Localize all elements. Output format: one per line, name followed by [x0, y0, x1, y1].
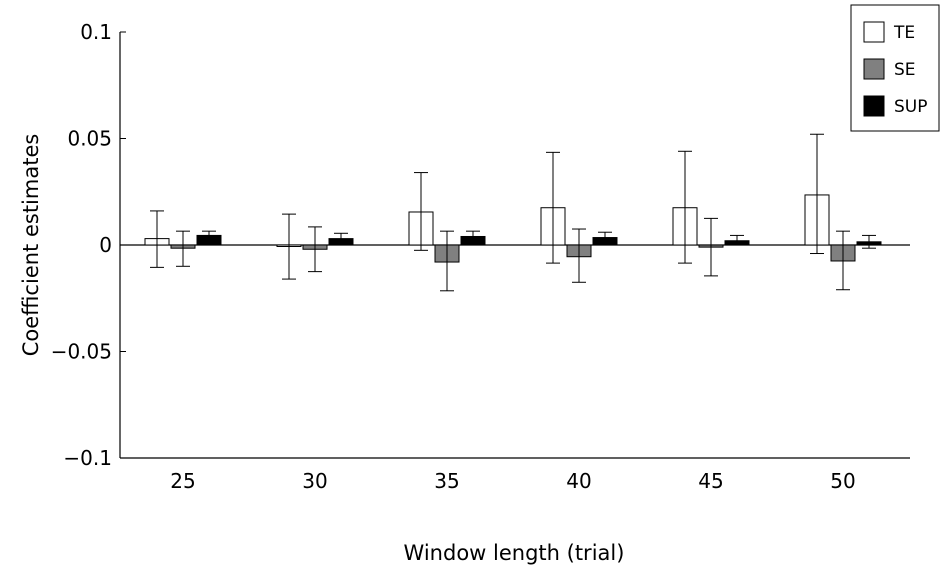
x-tick-label: 25 [170, 469, 195, 493]
y-tick-label: −0.05 [51, 340, 112, 364]
legend-swatch-te [863, 21, 885, 43]
x-tick-label: 35 [434, 469, 459, 493]
legend-label-sup: SUP [894, 97, 928, 117]
y-axis-label: Coefficient estimates [19, 134, 43, 357]
legend-label-se: SE [894, 60, 916, 80]
y-tick-label: 0.05 [67, 127, 112, 151]
x-axis-label: Window length (trial) [404, 541, 625, 565]
legend-swatch-se [863, 58, 885, 80]
x-tick-label: 45 [698, 469, 723, 493]
x-tick-label: 40 [566, 469, 591, 493]
tick-labels: 0.1 0.05 0 −0.05 −0.1 25 30 35 40 45 50 [51, 20, 856, 493]
y-tick-label: −0.1 [63, 446, 112, 470]
y-tick-label: 0.1 [80, 20, 112, 44]
x-tick-label: 30 [302, 469, 327, 493]
legend: TE SE SUP [850, 4, 940, 132]
x-tick-label: 50 [830, 469, 855, 493]
axes [119, 31, 910, 459]
legend-swatch-sup [863, 95, 885, 117]
legend-label-te: TE [893, 23, 915, 43]
y-tick-label: 0 [99, 233, 112, 257]
bars [144, 133, 882, 292]
